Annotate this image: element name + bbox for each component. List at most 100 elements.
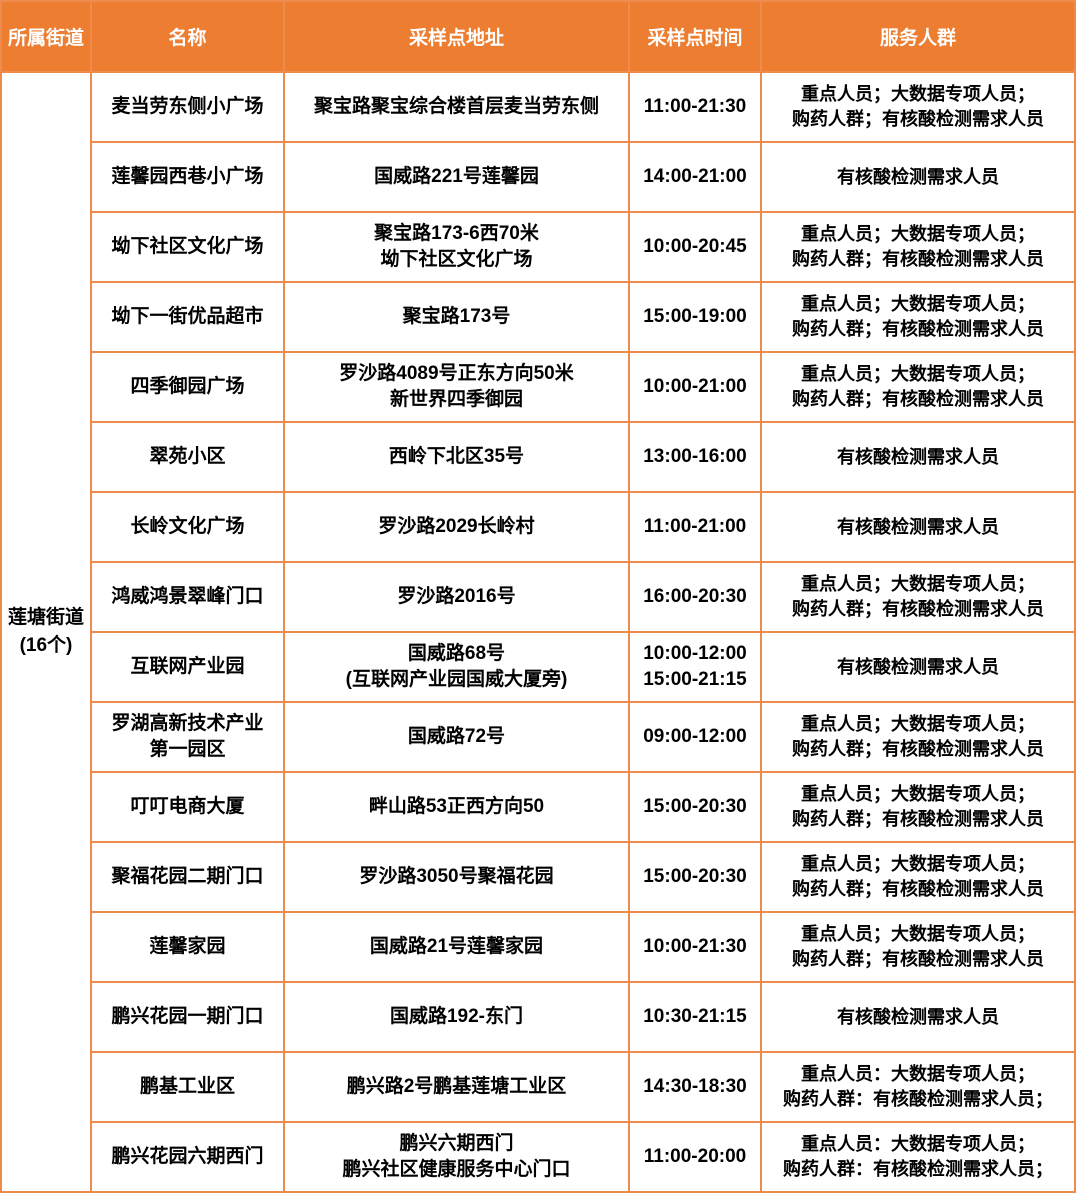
cell-line: 国威路68号 xyxy=(407,643,506,664)
cell-line: 莲馨园西巷小广场 xyxy=(111,166,264,187)
site-address-cell: 罗沙路4089号正东方向50米 新世界四季御园 xyxy=(283,351,630,423)
site-name-cell: 坳下社区文化广场 xyxy=(90,211,285,283)
site-address-cell: 国威路221号莲馨园 xyxy=(283,141,630,213)
column-header-service: 服务人群 xyxy=(760,0,1076,73)
site-service-cell: 重点人员；大数据专项人员； 购药人群；有核酸检测需求人员 xyxy=(760,841,1076,913)
cell-line: 重点人员；大数据专项人员； xyxy=(801,364,1035,384)
cell-line: 罗沙路4089号正东方向50米 xyxy=(339,363,574,384)
cell-line: 购药人群；有核酸检测需求人员 xyxy=(792,389,1044,409)
table-row: 叮叮电商大厦 畔山路53正西方向50 15:00-20:30 重点人员；大数据专… xyxy=(1,771,1076,843)
site-time-cell: 10:00-21:30 xyxy=(628,911,762,983)
cell-line: 重点人员；大数据专项人员； xyxy=(801,224,1035,244)
table-row: 长岭文化广场 罗沙路2029长岭村 11:00-21:00 有核酸检测需求人员 xyxy=(1,491,1076,563)
cell-line: 聚宝路173-6西70米 xyxy=(374,223,539,244)
cell-line: 罗沙路3050号聚福花园 xyxy=(359,866,554,887)
cell-line: 聚宝路173号 xyxy=(402,306,511,327)
cell-line: 国威路192-东门 xyxy=(389,1006,524,1027)
cell-line: 15:00-19:00 xyxy=(643,306,747,327)
cell-line: 15:00-20:30 xyxy=(643,866,747,887)
cell-line: 坳下一街优品超市 xyxy=(111,306,264,327)
cell-line: 鹏兴路2号鹏基莲塘工业区 xyxy=(346,1076,567,1097)
site-time-cell: 10:00-12:00 15:00-21:15 xyxy=(628,631,762,703)
cell-line: 罗沙路2029长岭村 xyxy=(378,516,535,537)
cell-line: 13:00-16:00 xyxy=(643,446,747,467)
cell-line: 11:00-21:00 xyxy=(643,516,747,537)
site-service-cell: 重点人员：大数据专项人员； 购药人群：有核酸检测需求人员； xyxy=(760,1051,1076,1123)
cell-line: 重点人员：大数据专项人员； xyxy=(801,1064,1035,1084)
site-name-cell: 莲馨家园 xyxy=(90,911,285,983)
cell-line: (互联网产业园国威大厦旁) xyxy=(345,669,568,690)
cell-line: 鹏兴花园六期西门 xyxy=(111,1146,264,1167)
cell-line: 11:00-21:30 xyxy=(643,96,747,117)
site-time-cell: 13:00-16:00 xyxy=(628,421,762,493)
cell-line: 翠苑小区 xyxy=(149,446,226,467)
column-header-address: 采样点地址 xyxy=(283,0,630,73)
site-name-cell: 鸿威鸿景翠峰门口 xyxy=(90,561,285,633)
cell-line: 15:00-21:15 xyxy=(643,669,747,690)
site-name-cell: 鹏基工业区 xyxy=(90,1051,285,1123)
cell-line: 10:00-21:30 xyxy=(643,936,747,957)
cell-line: 重点人员；大数据专项人员； xyxy=(801,714,1035,734)
cell-line: 国威路21号莲馨家园 xyxy=(369,936,544,957)
site-time-cell: 10:30-21:15 xyxy=(628,981,762,1053)
site-address-cell: 鹏兴路2号鹏基莲塘工业区 xyxy=(283,1051,630,1123)
table-row: 鹏兴花园一期门口 国威路192-东门 10:30-21:15 有核酸检测需求人员 xyxy=(1,981,1076,1053)
site-address-cell: 国威路72号 xyxy=(283,701,630,773)
site-time-cell: 10:00-21:00 xyxy=(628,351,762,423)
cell-line: 有核酸检测需求人员 xyxy=(837,166,999,187)
cell-line: 鹏兴社区健康服务中心门口 xyxy=(342,1159,571,1180)
cell-line: 国威路72号 xyxy=(407,726,506,747)
cell-line: 重点人员；大数据专项人员； xyxy=(801,574,1035,594)
cell-line: 10:00-12:00 xyxy=(643,643,747,664)
cell-line: 购药人群：有核酸检测需求人员； xyxy=(783,1159,1053,1179)
site-address-cell: 国威路192-东门 xyxy=(283,981,630,1053)
cell-line: 有核酸检测需求人员 xyxy=(837,656,999,677)
site-address-cell: 西岭下北区35号 xyxy=(283,421,630,493)
site-service-cell: 重点人员；大数据专项人员； 购药人群；有核酸检测需求人员 xyxy=(760,71,1076,143)
cell-line: 购药人群；有核酸检测需求人员 xyxy=(792,599,1044,619)
cell-line: 14:30-18:30 xyxy=(643,1076,747,1097)
site-name-cell: 坳下一街优品超市 xyxy=(90,281,285,353)
site-name-cell: 叮叮电商大厦 xyxy=(90,771,285,843)
table-row: 四季御园广场 罗沙路4089号正东方向50米 新世界四季御园 10:00-21:0… xyxy=(1,351,1076,423)
cell-line: 西岭下北区35号 xyxy=(388,446,525,467)
site-name-cell: 互联网产业园 xyxy=(90,631,285,703)
cell-line: 16:00-20:30 xyxy=(643,586,747,607)
site-time-cell: 11:00-21:00 xyxy=(628,491,762,563)
cell-line: 购药人群；有核酸检测需求人员 xyxy=(792,109,1044,129)
site-service-cell: 重点人员；大数据专项人员； 购药人群；有核酸检测需求人员 xyxy=(760,351,1076,423)
cell-line: 鸿威鸿景翠峰门口 xyxy=(111,586,264,607)
table-row: 鹏兴花园六期西门 鹏兴六期西门 鹏兴社区健康服务中心门口 11:00-20:00 … xyxy=(1,1121,1076,1193)
table-row: 坳下社区文化广场 聚宝路173-6西70米 坳下社区文化广场 10:00-20:4… xyxy=(1,211,1076,283)
cell-line: 鹏兴花园一期门口 xyxy=(111,1006,264,1027)
site-time-cell: 16:00-20:30 xyxy=(628,561,762,633)
site-address-cell: 聚宝路聚宝综合楼首层麦当劳东侧 xyxy=(283,71,630,143)
street-group-cell: 莲塘街道 (16个) xyxy=(0,71,92,1193)
cell-line: 四季御园广场 xyxy=(130,376,245,397)
cell-line: 购药人群；有核酸检测需求人员 xyxy=(792,739,1044,759)
cell-line: 11:00-20:00 xyxy=(643,1146,747,1167)
cell-line: 互联网产业园 xyxy=(130,656,245,677)
table-row: 鹏基工业区 鹏兴路2号鹏基莲塘工业区 14:30-18:30 重点人员：大数据专… xyxy=(1,1051,1076,1123)
site-address-cell: 聚宝路173-6西70米 坳下社区文化广场 xyxy=(283,211,630,283)
site-time-cell: 14:30-18:30 xyxy=(628,1051,762,1123)
cell-line: 聚宝路聚宝综合楼首层麦当劳东侧 xyxy=(313,96,599,117)
cell-line: 购药人群；有核酸检测需求人员 xyxy=(792,879,1044,899)
cell-line: 坳下社区文化广场 xyxy=(111,236,264,257)
cell-line: 国威路221号莲馨园 xyxy=(374,166,539,187)
cell-line: 10:00-21:00 xyxy=(643,376,747,397)
site-time-cell: 15:00-19:00 xyxy=(628,281,762,353)
cell-line: 鹏兴六期西门 xyxy=(399,1133,514,1154)
column-header-time: 采样点时间 xyxy=(628,0,762,73)
cell-line: 长岭文化广场 xyxy=(130,516,245,537)
cell-line: 叮叮电商大厦 xyxy=(130,796,245,817)
cell-line: 鹏基工业区 xyxy=(139,1076,235,1097)
cell-line: 重点人员；大数据专项人员； xyxy=(801,84,1035,104)
table-row: 鸿威鸿景翠峰门口 罗沙路2016号 16:00-20:30 重点人员；大数据专项… xyxy=(1,561,1076,633)
site-service-cell: 重点人员；大数据专项人员； 购药人群；有核酸检测需求人员 xyxy=(760,281,1076,353)
street-group-name: 莲塘街道 xyxy=(7,607,84,628)
site-service-cell: 有核酸检测需求人员 xyxy=(760,491,1076,563)
cell-line: 购药人群：有核酸检测需求人员； xyxy=(783,1089,1053,1109)
site-service-cell: 重点人员；大数据专项人员； 购药人群；有核酸检测需求人员 xyxy=(760,701,1076,773)
site-service-cell: 重点人员；大数据专项人员； 购药人群；有核酸检测需求人员 xyxy=(760,211,1076,283)
